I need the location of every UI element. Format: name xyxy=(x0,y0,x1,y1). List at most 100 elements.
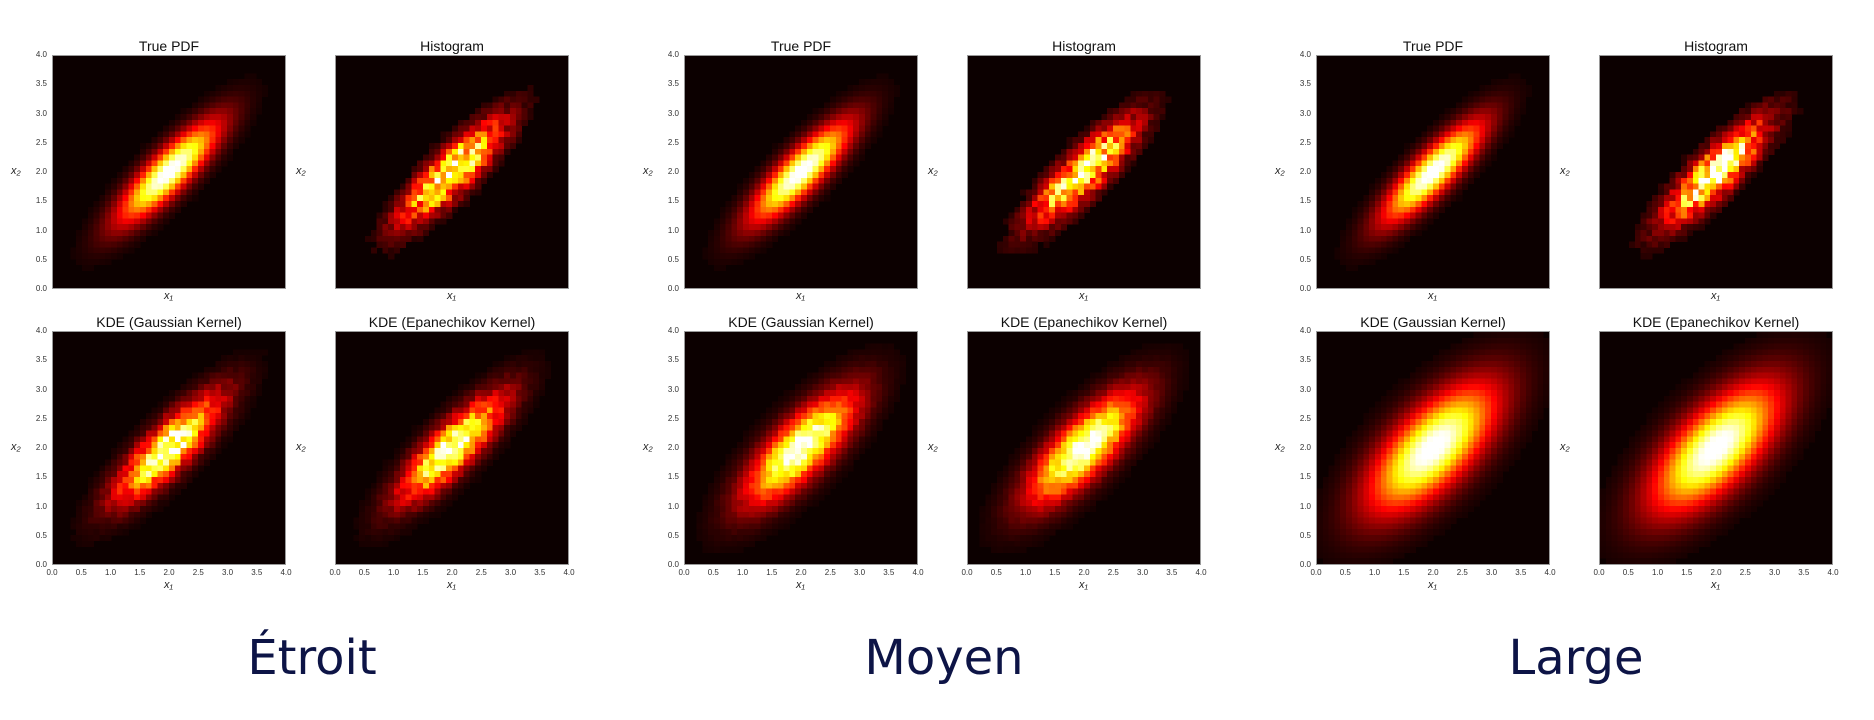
heatmap-cell xyxy=(748,488,755,495)
heatmap-cell xyxy=(1768,148,1775,155)
heatmap-cell xyxy=(215,372,222,379)
heatmap-cell xyxy=(376,230,383,237)
heatmap-cell xyxy=(1020,494,1027,501)
heatmap-cell xyxy=(760,195,767,202)
heatmap-cell xyxy=(446,448,453,455)
heatmap-cell xyxy=(411,218,418,225)
heatmap-cell xyxy=(232,90,239,97)
heatmap-cell xyxy=(256,366,263,373)
heatmap-cell xyxy=(1142,378,1149,385)
plot-area xyxy=(967,55,1201,289)
heatmap-cell xyxy=(492,114,499,121)
heatmap-cell xyxy=(1014,218,1021,225)
heatmap-cell xyxy=(708,259,715,266)
heatmap-cell xyxy=(1351,517,1358,524)
heatmap-cell xyxy=(99,488,106,495)
heatmap-cell xyxy=(186,189,193,196)
heatmap-cell xyxy=(250,108,257,115)
heatmap-cell xyxy=(1136,131,1143,138)
heatmap-cell xyxy=(1438,154,1445,161)
heatmap-cell xyxy=(486,148,493,155)
heatmap-cell xyxy=(1404,154,1411,161)
heatmap-cell xyxy=(1404,148,1411,155)
heatmap-cell xyxy=(221,378,228,385)
heatmap-cell xyxy=(1118,465,1125,472)
heatmap-cell xyxy=(145,206,152,213)
heatmap-cell xyxy=(1113,413,1120,420)
heatmap-cell xyxy=(365,488,372,495)
heatmap-cell xyxy=(830,482,837,489)
heatmap-cell xyxy=(1669,183,1676,190)
heatmap-cell xyxy=(801,477,808,484)
heatmap-cell xyxy=(1084,148,1091,155)
heatmap-cell xyxy=(789,160,796,167)
heatmap-cell xyxy=(533,96,540,103)
heatmap-cell xyxy=(434,442,441,449)
heatmap-cell xyxy=(1107,459,1114,466)
heatmap-cell xyxy=(1392,195,1399,202)
heatmap-cell xyxy=(1774,137,1781,144)
heatmap-cell xyxy=(1646,212,1653,219)
heatmap-cell xyxy=(1049,413,1056,420)
heatmap-cell xyxy=(853,372,860,379)
heatmap-cell xyxy=(1375,241,1382,248)
heatmap-cell xyxy=(116,453,123,460)
heatmap-cell xyxy=(841,372,848,379)
heatmap-cell xyxy=(777,482,784,489)
heatmap-cell xyxy=(151,448,158,455)
heatmap-cell xyxy=(481,459,488,466)
heatmap-cell xyxy=(1020,442,1027,449)
panel-title: Histogram xyxy=(1684,38,1748,54)
heatmap-cell xyxy=(99,471,106,478)
heatmap-cell xyxy=(1043,453,1050,460)
heatmap-cell xyxy=(122,448,129,455)
heatmap-cell xyxy=(1791,96,1798,103)
heatmap-cell xyxy=(1118,395,1125,402)
heatmap-cell xyxy=(463,384,470,391)
heatmap-cell xyxy=(1404,160,1411,167)
heatmap-cell xyxy=(134,506,141,513)
heatmap-cell xyxy=(725,477,732,484)
heatmap-cell xyxy=(1768,96,1775,103)
heatmap-cell xyxy=(475,378,482,385)
heatmap-cell xyxy=(510,378,517,385)
heatmap-cell xyxy=(163,448,170,455)
heatmap-cell xyxy=(388,206,395,213)
heatmap-cell xyxy=(1663,189,1670,196)
heatmap-cell xyxy=(469,453,476,460)
heatmap-cell xyxy=(1066,517,1073,524)
heatmap-cell xyxy=(1147,125,1154,132)
heatmap-cell xyxy=(151,465,158,472)
heatmap-cell xyxy=(434,424,441,431)
heatmap-cell xyxy=(847,372,854,379)
heatmap-cell xyxy=(766,442,773,449)
heatmap-cell xyxy=(504,355,511,362)
heatmap-cell xyxy=(1101,395,1108,402)
heatmap-cell xyxy=(876,401,883,408)
heatmap-cell xyxy=(1334,453,1341,460)
heatmap-cell xyxy=(1066,453,1073,460)
heatmap-cell xyxy=(1774,131,1781,138)
heatmap-cell xyxy=(1136,442,1143,449)
heatmap-cell xyxy=(122,488,129,495)
heatmap-cell xyxy=(527,390,534,397)
heatmap-cell xyxy=(1182,349,1189,356)
heatmap-cell xyxy=(876,407,883,414)
heatmap-cell xyxy=(376,235,383,242)
heatmap-cell xyxy=(1514,119,1521,126)
heatmap-cell xyxy=(1043,241,1050,248)
heatmap-cell xyxy=(440,166,447,173)
heatmap-cell xyxy=(198,384,205,391)
heatmap-cell xyxy=(1797,108,1804,115)
heatmap-cell xyxy=(1095,482,1102,489)
heatmap-cell xyxy=(835,453,842,460)
heatmap-cell xyxy=(1101,407,1108,414)
heatmap-cell xyxy=(985,523,992,530)
heatmap-cell xyxy=(469,114,476,121)
heatmap-cell xyxy=(1462,125,1469,132)
heatmap-cell xyxy=(457,119,464,126)
heatmap-cell xyxy=(748,459,755,466)
heatmap-cell xyxy=(116,195,123,202)
heatmap-cell xyxy=(1398,166,1405,173)
heatmap-cell xyxy=(463,148,470,155)
